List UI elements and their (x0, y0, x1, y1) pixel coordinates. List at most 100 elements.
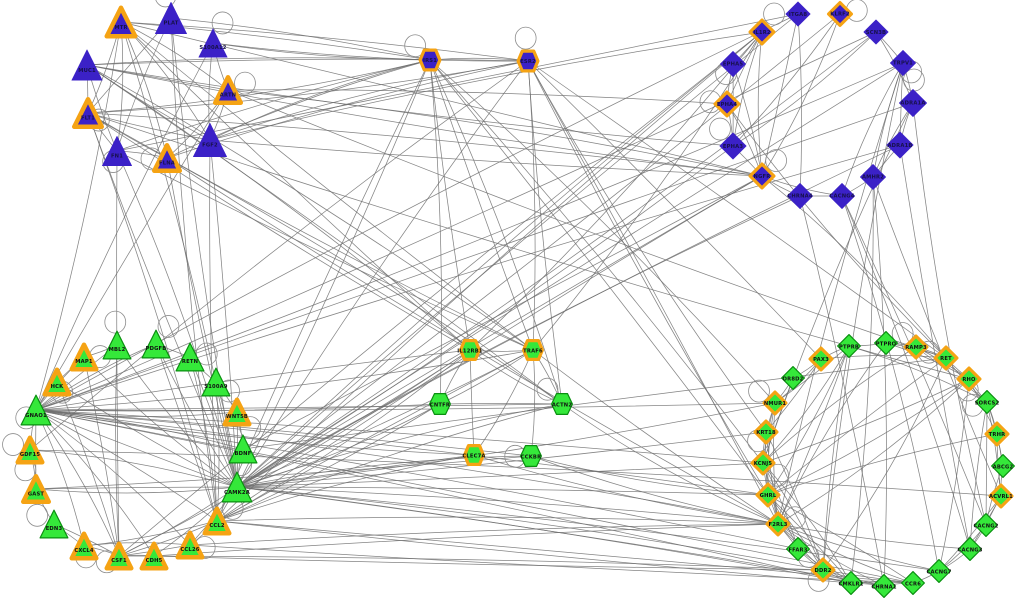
graph-node-ghrl[interactable]: GHRL (755, 482, 781, 508)
graph-node-trhr[interactable]: TRHR (984, 421, 1010, 447)
edge (429, 59, 534, 351)
graph-node-chrna1[interactable]: CHRNA1 (871, 574, 897, 599)
graph-node-camk2a[interactable]: CAMK2A (221, 471, 253, 503)
graph-node-il1r2[interactable]: IL1R2 (748, 18, 776, 46)
graph-node-hck[interactable]: HCK (42, 367, 72, 397)
graph-node-s100a12[interactable]: S100A12 (198, 28, 228, 58)
graph-node-pdgfb[interactable]: PDGFB (141, 329, 171, 359)
graph-node-ramp3[interactable]: RAMP3 (903, 334, 929, 360)
edge (118, 349, 471, 557)
edge (762, 346, 917, 464)
graph-node-amhr2[interactable]: AMHR2 (860, 164, 887, 191)
graph-node-gdf15[interactable]: GDF15 (15, 435, 45, 465)
graph-node-cacng7[interactable]: CACNG7 (926, 559, 952, 584)
graph-node-kcnj5[interactable]: KCNJ5 (750, 450, 776, 476)
graph-node-plat[interactable]: PLAT (155, 2, 188, 35)
edge (227, 89, 763, 177)
graph-node-trpv1[interactable]: TRPV1 (890, 50, 917, 77)
graph-node-bdnf[interactable]: BDNF (228, 434, 258, 464)
graph-node-ffar3[interactable]: FFAR3 (786, 537, 811, 562)
graph-node-edn3[interactable]: EDN3 (39, 509, 69, 539)
graph-node-acvrl1[interactable]: ACVRL1 (988, 483, 1014, 509)
edge (35, 343, 157, 411)
self-loop-edge (514, 26, 537, 50)
graph-node-ccr6[interactable]: CCR6 (901, 571, 926, 596)
graph-node-epha4[interactable]: EPHA4 (713, 90, 741, 118)
graph-node-cacng2[interactable]: CACNG2 (973, 513, 999, 538)
graph-node-krt18[interactable]: KRT18 (753, 419, 779, 445)
graph-node-ptpro[interactable]: PTPRO (874, 331, 899, 356)
graph-node-ptprb[interactable]: PTPRB (837, 334, 862, 359)
graph-node-artn[interactable]: ARTN (213, 75, 244, 106)
edge (216, 403, 441, 522)
graph-node-rho[interactable]: RHO (956, 366, 982, 392)
graph-node-klrf2[interactable]: KLRF2 (826, 0, 854, 28)
graph-node-ccl26[interactable]: CCL26 (175, 530, 205, 560)
graph-node-ngfr[interactable]: NGFR (748, 162, 776, 190)
graph-node-esr2[interactable]: ESR2 (516, 49, 540, 73)
graph-node-gnao1[interactable]: GNAO1 (20, 394, 52, 426)
self-loop-edge (211, 11, 234, 35)
graph-node-cntfr[interactable]: CNTFR (429, 393, 452, 416)
graph-node-mbl2[interactable]: MBL2 (102, 330, 132, 360)
graph-node-fgf2[interactable]: FGF2 (193, 123, 228, 158)
edge (116, 150, 238, 488)
graph-node-cdh5[interactable]: CDH5 (139, 541, 169, 571)
graph-node-csf1[interactable]: CSF1 (104, 541, 134, 571)
edge (87, 60, 529, 114)
edge (822, 357, 947, 571)
graph-node-gast[interactable]: GAST (21, 474, 52, 505)
graph-node-cacng4[interactable]: CACNG4 (829, 183, 856, 210)
graph-node-irs1[interactable]: IRS1 (418, 48, 442, 72)
graph-node-chrna4[interactable]: CHRNA4 (787, 183, 814, 210)
graph-node-map1[interactable]: MAP1 (69, 342, 99, 372)
graph-node-abcg2[interactable]: ABCG2 (991, 454, 1016, 479)
edge (899, 144, 971, 550)
edge (116, 150, 534, 351)
graph-node-cxcl4[interactable]: CXCL4 (69, 531, 99, 561)
graph-node-scn3b[interactable]: SCN3B (863, 19, 889, 45)
graph-node-cmklr1[interactable]: CMKLR1 (838, 571, 864, 596)
edge (209, 31, 763, 141)
edge (87, 112, 218, 522)
graph-node-f2rl3[interactable]: F2RL3 (765, 511, 791, 537)
graph-node-muc1[interactable]: MUC1 (71, 49, 103, 81)
graph-node-fn1[interactable]: FN1 (102, 136, 133, 167)
graph-node-pax3[interactable]: PAX3 (808, 346, 834, 372)
graph-node-epha3[interactable]: EPHA3 (719, 132, 747, 160)
graph-node-or8d2[interactable]: OR8D2 (781, 366, 806, 391)
edge (912, 102, 987, 526)
graph-node-adra1a[interactable]: ADRA1A (899, 89, 928, 118)
edge (761, 175, 947, 359)
graph-node-wnt5b[interactable]: WNT5B (222, 397, 252, 427)
edge (872, 176, 1002, 497)
edge (527, 60, 822, 360)
graph-node-adra1b[interactable]: ADRA1B (886, 131, 914, 159)
graph-node-cacng3[interactable]: CACNG3 (957, 537, 983, 562)
edge (170, 17, 218, 522)
graph-node-nmur1[interactable]: NMUR1 (762, 390, 788, 416)
graph-node-epha5[interactable]: EPHA5 (720, 51, 747, 78)
edge (236, 13, 799, 488)
edge (35, 409, 764, 464)
graph-node-mtr[interactable]: MTR (104, 5, 138, 39)
edge (429, 59, 776, 404)
graph-node-flt1[interactable]: FLT1 (72, 97, 105, 130)
edge (29, 449, 238, 488)
graph-node-il12rb1[interactable]: IL12RB1 (457, 338, 483, 362)
graph-node-ccl2[interactable]: CCL2 (202, 506, 232, 536)
graph-node-sorcs2[interactable]: SORCS2 (975, 390, 1000, 415)
graph-node-itga8[interactable]: ITGA8 (785, 1, 811, 27)
self-loop-edge (536, 377, 559, 401)
self-loop-edge (2, 433, 24, 456)
graph-node-s100a9[interactable]: S100A9 (201, 367, 231, 397)
edge (236, 486, 940, 572)
graph-node-cckbr[interactable]: CCKBR (520, 445, 543, 468)
graph-node-ddr2[interactable]: DDR2 (810, 557, 836, 583)
graph-node-flna[interactable]: FLNA (152, 143, 183, 174)
graph-node-clec7a[interactable]: CLEC7A (462, 443, 486, 467)
edge (732, 31, 763, 147)
self-loop-edge (763, 2, 785, 26)
graph-node-actn2[interactable]: ACTN2 (551, 393, 574, 416)
graph-node-traf6[interactable]: TRAF6 (521, 338, 545, 362)
